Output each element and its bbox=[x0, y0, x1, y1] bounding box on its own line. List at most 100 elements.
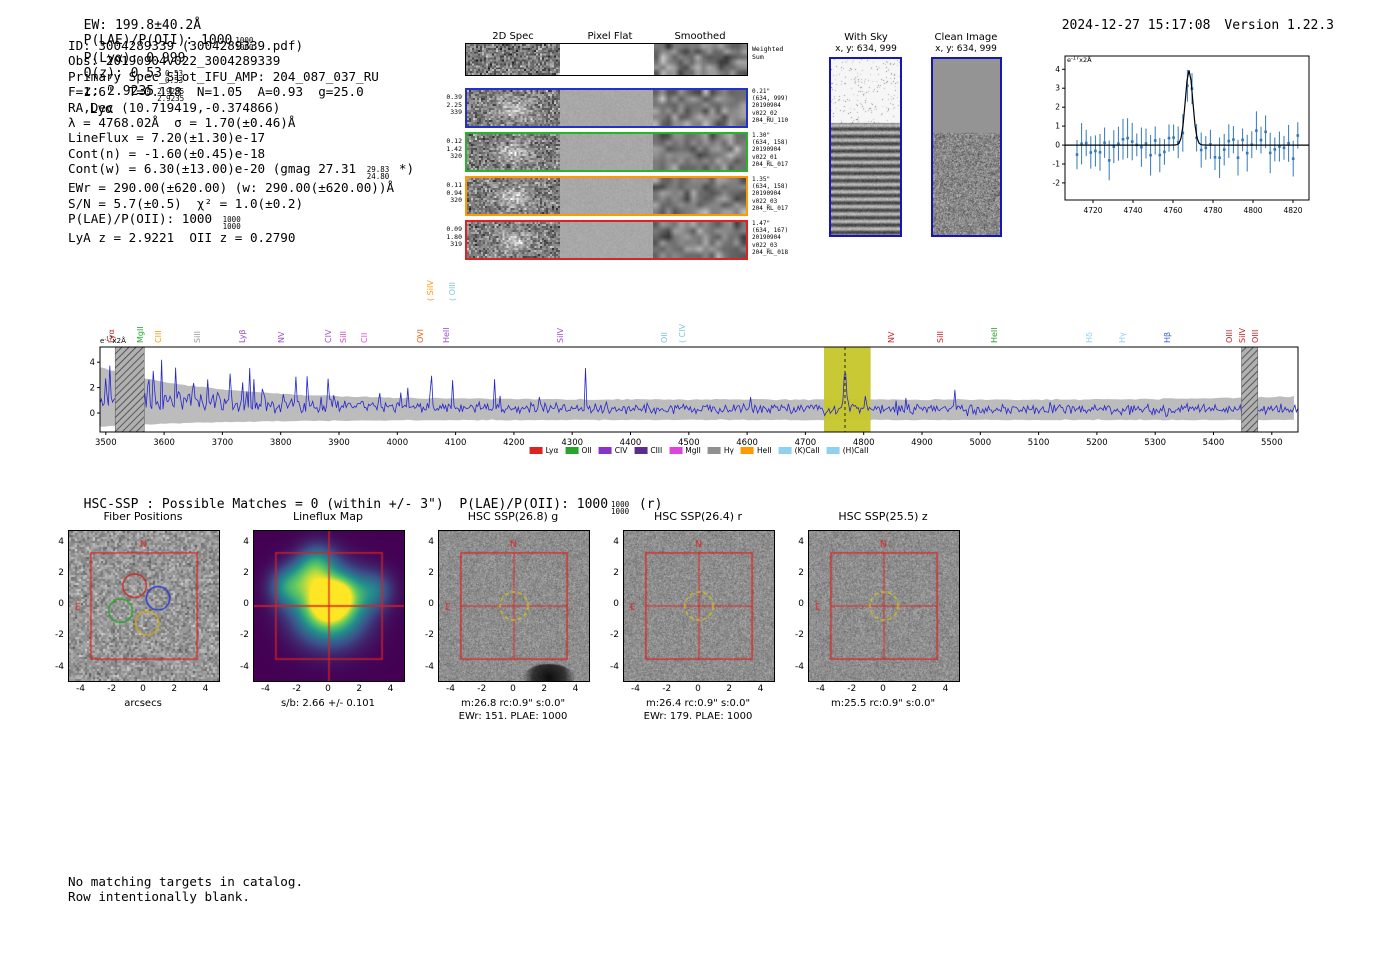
legend-label: CIII bbox=[650, 446, 663, 455]
plya-value: P(Lyα): 0.999 bbox=[83, 51, 186, 66]
svg-text:4700: 4700 bbox=[795, 438, 817, 448]
line-classification: Lyα bbox=[89, 102, 114, 117]
svg-text:-2: -2 bbox=[1053, 178, 1061, 187]
qz-value: Q(z): 0.53 bbox=[83, 66, 162, 81]
twod-row-frame bbox=[465, 132, 748, 172]
y-tick-label: 0 bbox=[428, 599, 434, 609]
clean-image bbox=[933, 59, 1000, 235]
legend-label: MgII bbox=[685, 446, 701, 455]
svg-text:3900: 3900 bbox=[328, 438, 350, 448]
legend-label: Hγ bbox=[723, 446, 734, 455]
y-tick-label: 4 bbox=[613, 536, 619, 547]
info-line: ID: 3004289339 (3004289339.pdf) bbox=[68, 38, 304, 53]
legend-label: CIV bbox=[614, 446, 628, 455]
with-sky-coords: x, y: 634, 999 bbox=[835, 44, 897, 54]
y-tick-label: 2 bbox=[243, 567, 249, 578]
svg-text:4200: 4200 bbox=[503, 438, 525, 448]
x-tick-label: 2 bbox=[911, 684, 918, 694]
svg-text:4600: 4600 bbox=[736, 438, 758, 448]
twod-row-image bbox=[560, 178, 653, 214]
info-line: F=1.6" T=0.118 N=1.05 A=0.93 g=25.0 bbox=[68, 84, 364, 100]
legend-label: (H)CaII bbox=[842, 446, 869, 455]
emission-line-label: ( OIII bbox=[447, 281, 457, 301]
twod-row-image bbox=[560, 90, 653, 126]
svg-text:2: 2 bbox=[1055, 103, 1060, 112]
y-tick-label: -4 bbox=[55, 661, 64, 672]
svg-text:4000: 4000 bbox=[386, 438, 408, 448]
svg-text:3: 3 bbox=[1055, 84, 1060, 93]
legend-item: MgII bbox=[669, 446, 701, 455]
info-line: Cont(n) = -1.60(±0.45)e-18 bbox=[68, 145, 266, 161]
legend-item: OII bbox=[565, 446, 592, 455]
with-sky-panel bbox=[829, 57, 902, 237]
y-tick-label: -4 bbox=[425, 661, 434, 672]
twod-row-scale-labels: 0.39 2.25 339 bbox=[446, 93, 462, 116]
legend-label: HeII bbox=[756, 446, 772, 455]
legend-item: CIII bbox=[634, 446, 662, 455]
x-tick-label: -4 bbox=[446, 684, 455, 694]
timestamp: 2024-12-27 15:17:08 bbox=[1061, 18, 1211, 33]
cutout-title: Lineflux Map bbox=[292, 510, 364, 523]
twod-row-image bbox=[467, 90, 560, 126]
svg-text:4500: 4500 bbox=[678, 438, 700, 448]
svg-text:4740: 4740 bbox=[1123, 206, 1142, 215]
legend-item: Hγ bbox=[707, 446, 734, 455]
y-tick-label: 0 bbox=[613, 599, 619, 609]
cutout-caption2: EWr: 151. PLAE: 1000 bbox=[458, 711, 568, 722]
legend-swatch bbox=[529, 447, 543, 454]
svg-text:5100: 5100 bbox=[1028, 438, 1050, 448]
y-tick-label: -2 bbox=[795, 630, 804, 641]
header-summary: EW: 199.8±40.2Å P(LAE)/P(OII): 1000 1000 1… bbox=[68, 3, 268, 117]
y-tick-label: -2 bbox=[55, 630, 64, 641]
twod-row-image bbox=[560, 222, 653, 258]
clean-image-title: Clean Image bbox=[934, 32, 998, 43]
hsc-plae-fraction: 1000 1000 bbox=[611, 500, 630, 516]
twod-row-annotation: 0.21" (634, 999) 20190904 v022_02 204_RU_110 bbox=[752, 88, 789, 124]
x-tick-label: 4 bbox=[202, 684, 209, 694]
weighted-sum-smoothed-image bbox=[654, 44, 747, 75]
y-tick-label: -4 bbox=[795, 661, 804, 672]
y-tick-label: 0 bbox=[58, 599, 64, 609]
y-tick-label: -4 bbox=[240, 661, 249, 672]
info-line: λ = 4768.02Å σ = 1.70(±0.46)Å bbox=[68, 115, 296, 131]
full-spectrum-plot: 3500 3600 3700 3800 3900 4000 4100 4200 4300 4400… bbox=[90, 336, 1299, 448]
twod-row-frame bbox=[465, 176, 748, 216]
svg-text:5200: 5200 bbox=[1086, 438, 1108, 448]
ew-value: EW: 199.8±40.2Å bbox=[83, 18, 202, 33]
legend-label: Lyα bbox=[545, 446, 559, 455]
svg-text:0: 0 bbox=[1055, 141, 1060, 150]
cutout-caption2: EWr: 179. PLAE: 1000 bbox=[643, 711, 753, 722]
cutout-caption: m:26.8 rc:0.9" s:0.0" bbox=[460, 698, 566, 709]
x-tick-label: 2 bbox=[356, 684, 363, 694]
x-tick-label: 0 bbox=[140, 684, 146, 694]
legend-swatch bbox=[565, 447, 579, 454]
x-tick-label: -2 bbox=[847, 684, 857, 694]
twod-title-pixelflat: Pixel Flat bbox=[587, 31, 633, 42]
svg-text:1: 1 bbox=[1055, 122, 1060, 131]
legend-item: CIV bbox=[598, 446, 628, 455]
legend-swatch bbox=[634, 447, 648, 454]
svg-text:3600: 3600 bbox=[153, 438, 175, 448]
y-tick-label: 4 bbox=[798, 536, 804, 547]
info-line: P(LAE)/P(OII): 1000 1000 1000 bbox=[68, 211, 241, 232]
legend-item: Lyα bbox=[529, 446, 559, 455]
info-line: RA,Dec (10.719419,-0.374866) bbox=[68, 99, 281, 115]
header-timestamp-version: 2024-12-27 15:17:08 Version 1.22.3 bbox=[1046, 3, 1334, 33]
x-tick-label: 4 bbox=[757, 684, 764, 694]
twod-row-scale-labels: 0.09 1.80 319 bbox=[446, 225, 462, 248]
x-tick-label: 4 bbox=[387, 684, 394, 694]
footer-line-1: No matching targets in catalog. bbox=[68, 874, 304, 889]
legend-swatch bbox=[598, 447, 612, 454]
svg-text:4: 4 bbox=[90, 358, 95, 368]
y-tick-label: 2 bbox=[798, 567, 804, 578]
y-tick-label: 0 bbox=[798, 599, 804, 609]
legend-swatch bbox=[778, 447, 792, 454]
cutout-caption: arcsecs bbox=[124, 698, 162, 709]
y-tick-label: -2 bbox=[240, 630, 249, 641]
svg-text:4: 4 bbox=[1055, 65, 1060, 74]
x-tick-label: 4 bbox=[572, 684, 579, 694]
hsc-matches-text: HSC-SSP : Possible Matches = 0 (within +… bbox=[83, 497, 609, 512]
svg-text:4780: 4780 bbox=[1203, 206, 1222, 215]
cutout-title: HSC SSP(26.4) r bbox=[653, 510, 743, 523]
x-tick-label: 4 bbox=[942, 684, 949, 694]
